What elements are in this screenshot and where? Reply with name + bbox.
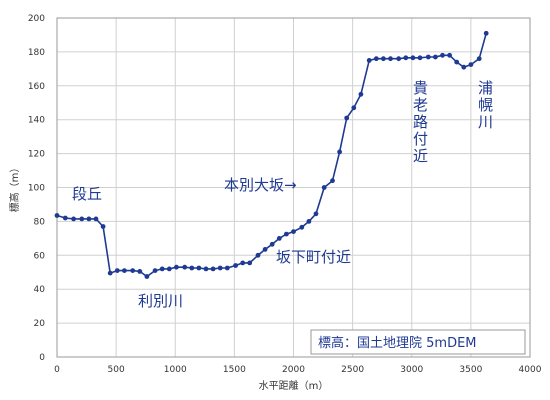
y-tick-label: 180 bbox=[28, 48, 45, 58]
annotation-tonebetsu: 利別川 bbox=[138, 292, 183, 310]
data-point bbox=[240, 260, 246, 266]
data-point bbox=[174, 264, 179, 270]
data-point bbox=[276, 236, 282, 241]
y-tick-label: 160 bbox=[28, 82, 45, 92]
data-point bbox=[366, 58, 372, 63]
data-point bbox=[476, 56, 482, 62]
data-point bbox=[337, 149, 342, 155]
data-point bbox=[71, 216, 76, 222]
data-point bbox=[233, 263, 239, 268]
data-point bbox=[114, 268, 120, 273]
data-point bbox=[461, 64, 467, 70]
data-point bbox=[166, 266, 172, 272]
x-tick-label: 3500 bbox=[459, 365, 482, 375]
data-point bbox=[425, 54, 431, 60]
data-point bbox=[100, 224, 106, 229]
y-tick-label: 120 bbox=[28, 150, 45, 160]
data-point bbox=[122, 268, 127, 273]
data-point bbox=[351, 105, 357, 111]
data-point bbox=[86, 216, 92, 222]
data-point bbox=[79, 216, 85, 222]
data-point bbox=[210, 266, 216, 272]
y-tick-label: 40 bbox=[34, 285, 46, 295]
annotation-dankyu: 段丘 bbox=[72, 185, 102, 203]
data-point bbox=[284, 231, 289, 237]
data-point bbox=[313, 211, 319, 217]
y-tick-label: 140 bbox=[28, 116, 45, 126]
y-axis-title: 標高（m） bbox=[8, 163, 21, 213]
annotation-urahoro: 浦幌川 bbox=[478, 79, 493, 131]
data-point bbox=[269, 241, 275, 247]
data-point bbox=[255, 252, 261, 258]
data-point bbox=[144, 274, 150, 279]
data-point bbox=[358, 91, 364, 97]
data-point bbox=[196, 265, 202, 271]
data-point bbox=[93, 216, 99, 222]
grid-lines bbox=[57, 18, 530, 357]
data-point bbox=[433, 54, 438, 60]
data-point bbox=[396, 56, 402, 62]
data-point bbox=[262, 247, 268, 252]
x-tick-label: 2500 bbox=[341, 365, 364, 375]
x-tick-label: 1500 bbox=[223, 365, 246, 375]
credit-box bbox=[310, 329, 526, 355]
data-point bbox=[454, 59, 460, 65]
data-point bbox=[130, 268, 136, 273]
x-tick-label: 2000 bbox=[282, 365, 305, 375]
elevation-data-points bbox=[54, 30, 489, 279]
x-tick-label: 500 bbox=[108, 365, 125, 375]
data-point bbox=[321, 185, 327, 190]
data-point bbox=[299, 224, 305, 230]
data-point bbox=[447, 52, 452, 58]
data-point bbox=[62, 215, 68, 221]
data-point bbox=[182, 264, 188, 270]
y-tick-label: 200 bbox=[28, 14, 45, 24]
data-point bbox=[54, 213, 60, 218]
data-point bbox=[381, 56, 386, 62]
data-point bbox=[440, 52, 445, 58]
y-tick-label: 100 bbox=[28, 184, 45, 194]
data-point bbox=[247, 260, 253, 266]
data-point bbox=[373, 56, 379, 62]
data-point bbox=[344, 115, 350, 121]
data-point bbox=[468, 62, 474, 67]
x-tick-label: 0 bbox=[54, 365, 60, 375]
data-point bbox=[137, 269, 143, 274]
x-axis-ticks: 0 500 1000 1500 2000 2500 3000 3500 4000 bbox=[54, 365, 542, 375]
data-point bbox=[330, 178, 335, 184]
data-point bbox=[388, 56, 393, 62]
data-point bbox=[152, 268, 158, 273]
data-point bbox=[291, 229, 296, 235]
x-tick-label: 1000 bbox=[164, 365, 187, 375]
y-tick-label: 0 bbox=[39, 353, 45, 363]
annotation-sakashita: 坂下町付近 bbox=[276, 248, 351, 266]
data-point bbox=[417, 55, 423, 61]
annotation-kiro: 貴老路付近 bbox=[413, 79, 428, 165]
annotation-honbetsu: 本別大坂→ bbox=[224, 176, 297, 194]
plot-area-frame bbox=[56, 17, 531, 358]
data-point bbox=[159, 266, 165, 272]
data-point bbox=[410, 55, 416, 61]
data-point bbox=[189, 265, 195, 271]
data-point bbox=[107, 270, 113, 276]
data-point bbox=[403, 55, 409, 61]
data-point bbox=[217, 265, 223, 271]
y-tick-label: 20 bbox=[34, 319, 46, 329]
x-tick-label: 4000 bbox=[519, 365, 542, 375]
data-point bbox=[203, 266, 209, 272]
data-point bbox=[483, 30, 489, 36]
y-tick-label: 80 bbox=[34, 217, 46, 227]
y-tick-label: 60 bbox=[34, 251, 46, 261]
x-tick-label: 3000 bbox=[400, 365, 423, 375]
y-axis-ticks: 0 20 40 60 80 100 120 140 160 180 200 bbox=[28, 14, 45, 363]
credit-label: 標高：国土地理院 5mDEM bbox=[318, 335, 477, 351]
data-point bbox=[306, 219, 312, 224]
data-point bbox=[224, 265, 230, 271]
x-axis-title: 水平距離（m） bbox=[259, 379, 329, 392]
